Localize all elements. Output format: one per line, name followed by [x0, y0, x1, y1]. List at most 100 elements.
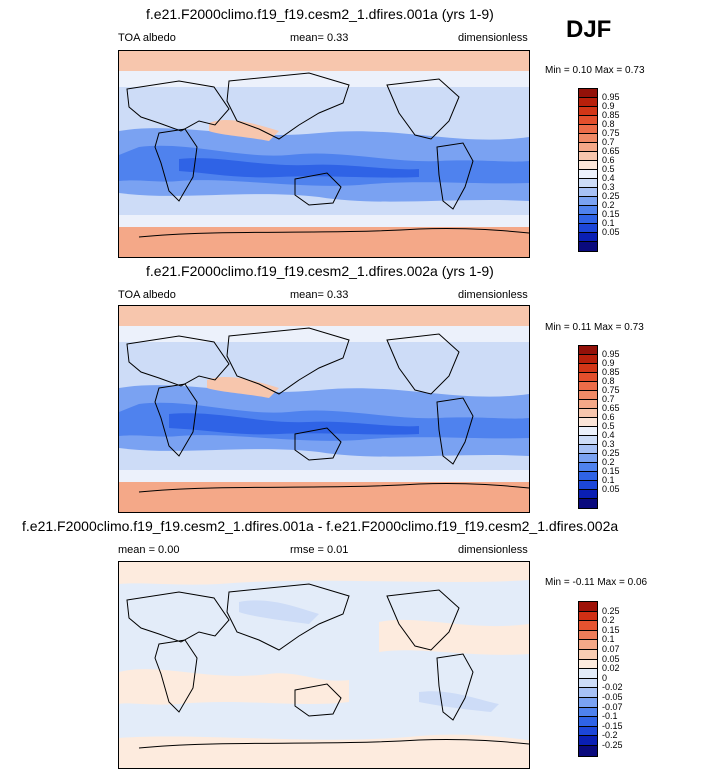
colorbar-swatch [579, 630, 597, 641]
colorbar-tick-label: 0.8 [602, 376, 615, 386]
colorbar-swatch [579, 382, 597, 391]
colorbar-tick-label: 0.15 [602, 209, 620, 219]
colorbar-tick-label: 0.85 [602, 110, 620, 120]
colorbar-tick-label: 0.05 [602, 227, 620, 237]
colorbar-tick-label: -0.05 [602, 692, 623, 702]
colorbar-swatch [579, 364, 597, 373]
colorbar-swatch [579, 188, 597, 197]
colorbar-swatch [579, 717, 597, 727]
colorbar-swatch [579, 98, 597, 107]
colorbar-tick-label: -0.1 [602, 711, 618, 722]
colorbar-tick-label: 0.1 [602, 218, 615, 228]
colorbar-swatch [579, 659, 597, 670]
colorbar-tick-label: -0.02 [602, 682, 623, 693]
colorbar-swatch [579, 391, 597, 400]
colorbar-tick-label: 0.95 [602, 92, 620, 102]
colorbar-swatch [579, 688, 597, 698]
colorbar-tick-label: 0.02 [602, 663, 620, 674]
colorbar-swatch [579, 481, 597, 490]
colorbar-tick-label: 0.75 [602, 385, 620, 395]
colorbar-tick-label: 0.1 [602, 634, 615, 645]
colorbar-swatch [579, 649, 597, 660]
panel-1-variable-label: TOA albedo [118, 32, 176, 44]
colorbar-swatch [579, 143, 597, 152]
colorbar-swatch [579, 224, 597, 233]
colorbar-tick-label: 0.8 [602, 119, 615, 129]
panel-3-rmse-label: rmse = 0.01 [290, 544, 349, 556]
panel-2-mean-label: mean= 0.33 [290, 289, 349, 301]
colorbar-swatch [579, 669, 597, 679]
colorbar-tick-label: 0.15 [602, 624, 620, 635]
colorbar-swatch [579, 116, 597, 125]
colorbar-swatch [579, 161, 597, 170]
colorbar-tick-label: 0.3 [602, 182, 615, 192]
panel-1-title: f.e21.F2000climo.f19_f19.cesm2_1.dfires.… [146, 6, 494, 22]
colorbar-swatch [579, 436, 597, 445]
panel-2-map [118, 305, 530, 513]
colorbar-tick-label: 0.25 [602, 605, 620, 616]
colorbar-swatch [579, 611, 597, 622]
colorbar-swatch [579, 602, 597, 612]
panel-3-map [118, 561, 530, 769]
colorbar-swatch [579, 400, 597, 409]
colorbar-tick-label: -0.15 [602, 720, 623, 731]
colorbar-tick-label: 0.05 [602, 484, 620, 494]
panel-2-colorbar [578, 345, 598, 509]
colorbar-swatch [579, 107, 597, 116]
colorbar-tick-label: 0.5 [602, 421, 615, 431]
colorbar-tick-label: 0.95 [602, 349, 620, 359]
colorbar-swatch [579, 499, 597, 508]
panel-2-minmax: Min = 0.11 Max = 0.73 [545, 322, 644, 333]
colorbar-tick-label: 0.6 [602, 412, 615, 422]
colorbar-tick-label: 0.65 [602, 146, 620, 156]
colorbar-swatch [579, 736, 597, 746]
colorbar-swatch [579, 89, 597, 98]
colorbar-tick-label: 0.1 [602, 475, 615, 485]
colorbar-swatch [579, 445, 597, 454]
panel-1-mean-label: mean= 0.33 [290, 32, 349, 44]
panel-3-mean-label: mean = 0.00 [118, 544, 180, 556]
colorbar-tick-label: 0.6 [602, 155, 615, 165]
colorbar-swatch [579, 373, 597, 382]
colorbar-swatch [579, 242, 597, 251]
colorbar-tick-label: 0.75 [602, 128, 620, 138]
colorbar-swatch [579, 697, 597, 708]
colorbar-swatch [579, 707, 597, 718]
colorbar-tick-label: 0.5 [602, 164, 615, 174]
panel-3-title: f.e21.F2000climo.f19_f19.cesm2_1.dfires.… [22, 518, 619, 534]
colorbar-swatch [579, 463, 597, 472]
colorbar-swatch [579, 427, 597, 436]
colorbar-tick-label: 0.85 [602, 367, 620, 377]
colorbar-swatch [579, 678, 597, 689]
colorbar-tick-label: 0.15 [602, 466, 620, 476]
colorbar-tick-label: 0.4 [602, 430, 615, 440]
colorbar-swatch [579, 745, 597, 756]
colorbar-swatch [579, 206, 597, 215]
colorbar-tick-label: 0.05 [602, 653, 620, 664]
season-label: DJF [566, 16, 612, 43]
colorbar-swatch [579, 490, 597, 499]
panel-1-minmax: Min = 0.10 Max = 0.73 [545, 65, 645, 76]
colorbar-tick-label: -0.2 [602, 730, 618, 741]
colorbar-swatch [579, 472, 597, 481]
colorbar-swatch [579, 134, 597, 143]
colorbar-tick-label: 0.65 [602, 403, 620, 413]
colorbar-swatch [579, 355, 597, 364]
colorbar-tick-label: 0.25 [602, 448, 620, 458]
panel-3-colorbar [578, 601, 598, 757]
panel-3-minmax: Min = -0.11 Max = 0.06 [545, 577, 648, 588]
panel-3-units-label: dimensionless [458, 544, 528, 556]
colorbar-tick-label: 0.2 [602, 615, 615, 626]
panel-1-map [118, 50, 530, 258]
colorbar-swatch [579, 233, 597, 242]
colorbar-tick-label: 0.25 [602, 191, 620, 201]
colorbar-swatch [579, 125, 597, 134]
panel-1-colorbar [578, 88, 598, 252]
colorbar-tick-label: 0.07 [602, 644, 620, 654]
colorbar-tick-label: 0.7 [602, 394, 615, 404]
colorbar-swatch [579, 179, 597, 188]
colorbar-tick-label: 0 [602, 672, 608, 683]
colorbar-swatch [579, 197, 597, 206]
colorbar-swatch [579, 170, 597, 179]
panel-2-units-label: dimensionless [458, 289, 528, 301]
